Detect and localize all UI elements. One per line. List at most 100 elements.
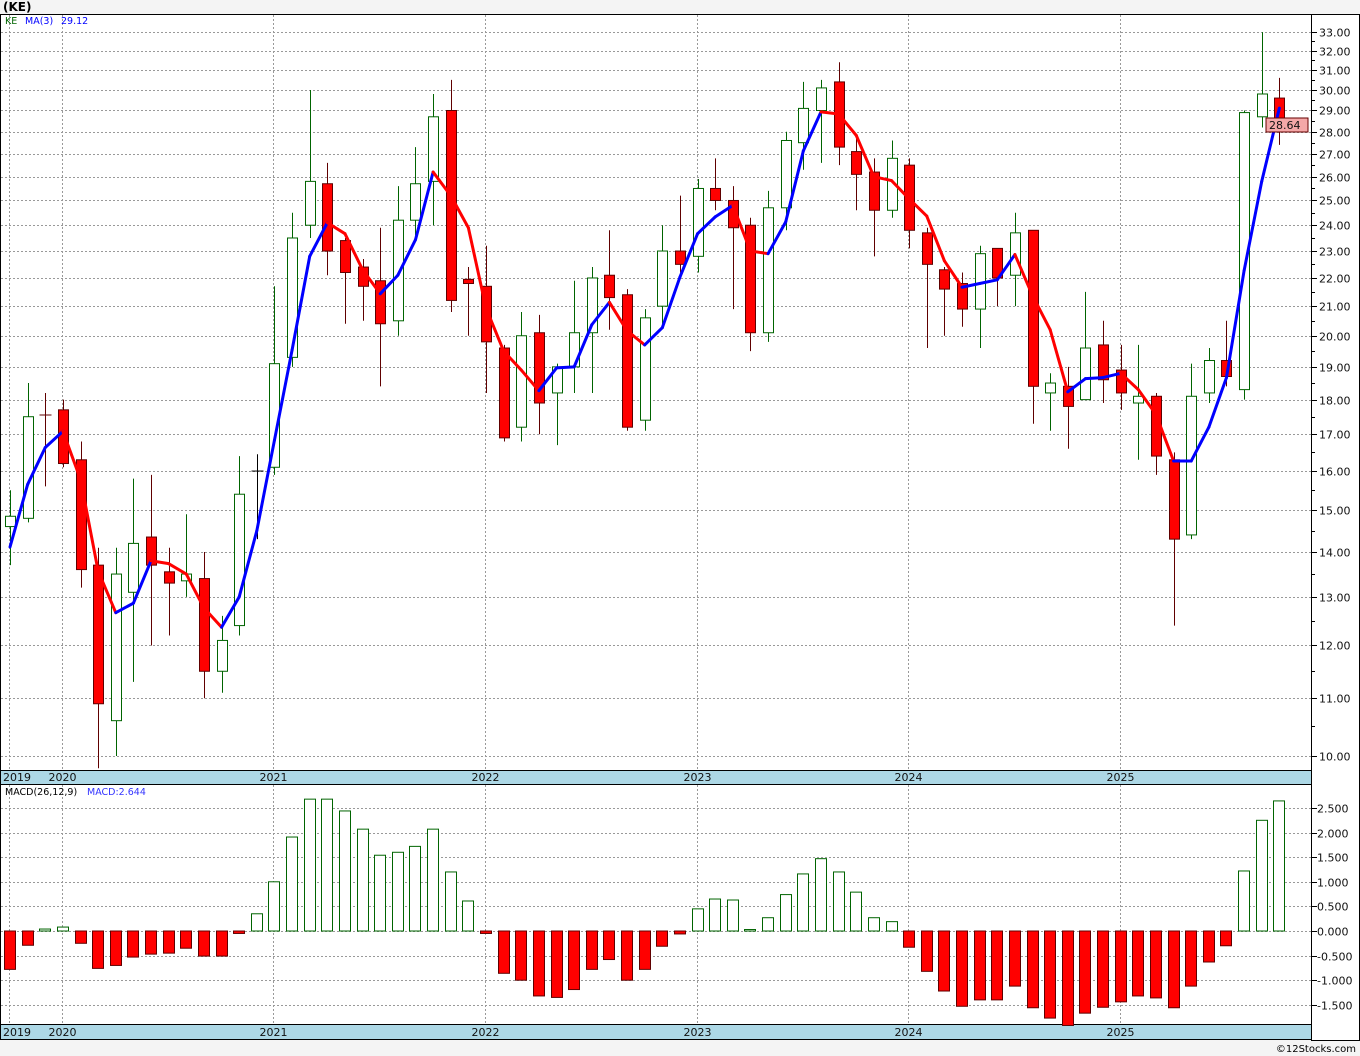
macd-bar-negative: [1079, 930, 1091, 1014]
price-tick-label: 22.00: [1319, 273, 1351, 286]
macd-tick-label: 0.500: [1317, 901, 1349, 914]
macd-bar-negative: [4, 930, 16, 970]
candle-down: [622, 294, 633, 428]
candle-up: [763, 207, 774, 334]
legend-ma-value: 29.12: [61, 16, 88, 27]
macd-bar-positive: [427, 828, 439, 932]
price-tick-label: 13.00: [1319, 592, 1351, 605]
price-tick-label: 20.00: [1319, 331, 1351, 344]
candle-down: [199, 578, 210, 672]
candle-down: [1116, 369, 1127, 394]
year-label: 2024: [895, 771, 923, 784]
candle-down: [146, 536, 157, 566]
ma3-segment: [220, 595, 241, 629]
macd-bar-negative: [198, 930, 210, 957]
price-tick-label: 18.00: [1319, 395, 1351, 408]
ma3-segment: [184, 572, 206, 610]
macd-bar-negative: [110, 930, 122, 966]
ma3-segment: [537, 366, 559, 393]
ma3-segment: [1066, 377, 1087, 394]
candle-up: [287, 237, 298, 358]
macd-bar-negative: [92, 930, 104, 969]
ma3-segment: [1242, 179, 1264, 273]
macd-bar-positive: [780, 894, 792, 932]
ma3-segment: [1048, 328, 1070, 394]
ma3-segment: [925, 214, 946, 263]
candle-up: [1257, 93, 1268, 118]
macd-bar-negative: [921, 930, 933, 972]
macd-year-label: 2025: [1107, 1026, 1135, 1039]
ma3-segment: [713, 203, 735, 219]
macd-bar-negative: [956, 930, 968, 1007]
ma3-segment: [1119, 371, 1140, 392]
ma3-segment: [801, 110, 823, 153]
price-tick-label: 25.00: [1319, 195, 1351, 208]
macd-bar-negative: [639, 930, 651, 970]
ma3-segment: [643, 326, 664, 347]
candle-up: [305, 180, 316, 226]
candle-down: [375, 280, 386, 325]
macd-bar-positive: [868, 917, 880, 932]
legend-symbol: KE: [5, 16, 17, 27]
ma3-segment: [308, 221, 329, 258]
ma3-segment: [502, 349, 523, 372]
candle-down: [745, 224, 756, 334]
ma3-segment: [1224, 269, 1246, 380]
ma3-segment: [1013, 253, 1035, 298]
ma3-segment: [872, 175, 893, 183]
macd-bar-positive: [339, 810, 351, 932]
ma3-segment: [572, 323, 594, 369]
macd-bar-negative: [938, 930, 950, 992]
candle-up: [657, 250, 668, 307]
macd-bar-negative: [22, 930, 34, 946]
candle-up: [128, 542, 139, 593]
last-price-box: [1265, 117, 1309, 133]
ma3-segment: [202, 606, 224, 629]
ma3-segment: [678, 232, 700, 279]
price-panel: [0, 14, 1312, 771]
copyright: ©12Stocks.com: [1276, 1044, 1356, 1055]
macd-bar-negative: [551, 930, 563, 998]
candle-up: [1239, 112, 1250, 391]
candle-up: [393, 219, 404, 322]
price-tick-label: 19.00: [1319, 362, 1351, 375]
candle-down: [481, 285, 492, 343]
candle-up: [1045, 382, 1056, 394]
ma3-segment: [131, 559, 153, 605]
candle-up: [234, 493, 245, 627]
macd-bar-positive: [374, 854, 386, 932]
macd-bar-negative: [991, 930, 1003, 1001]
year-label: 2019: [3, 771, 31, 784]
ma3-segment: [1031, 294, 1052, 332]
macd-tick-label: 2.000: [1317, 828, 1349, 841]
price-tick-label: 26.00: [1319, 172, 1351, 185]
candle-down: [164, 571, 175, 584]
macd-tick-label: -1.000: [1317, 975, 1352, 988]
macd-bar-negative: [621, 930, 633, 981]
macd-bar-negative: [1115, 930, 1127, 1003]
macd-tick-label: 1.000: [1317, 877, 1349, 890]
ma3-segment: [96, 569, 118, 615]
macd-bar-positive: [744, 929, 756, 932]
candle-down: [939, 269, 950, 290]
candle-up: [781, 139, 792, 209]
macd-tick-label: 0.000: [1317, 926, 1349, 939]
macd-bar-negative: [1185, 930, 1197, 987]
macd-bar-positive: [462, 900, 474, 932]
candle-up: [1204, 360, 1215, 394]
candle-up: [1133, 395, 1144, 404]
price-tick-label: 32.00: [1319, 46, 1351, 59]
ma3-segment: [1083, 376, 1105, 381]
ma3-segment: [449, 194, 470, 230]
macd-bar-negative: [498, 930, 510, 974]
ma3-segment: [431, 170, 453, 198]
ma3-segment: [484, 306, 506, 353]
macd-bar-positive: [727, 899, 739, 932]
header-bar: [0, 0, 1360, 14]
macd-bar-negative: [163, 930, 175, 954]
candle-up: [1080, 347, 1091, 401]
year-label: 2020: [49, 771, 77, 784]
macd-year-label: 2024: [895, 1026, 923, 1039]
macd-panel: [0, 784, 1312, 1025]
ma3-segment: [413, 170, 435, 242]
